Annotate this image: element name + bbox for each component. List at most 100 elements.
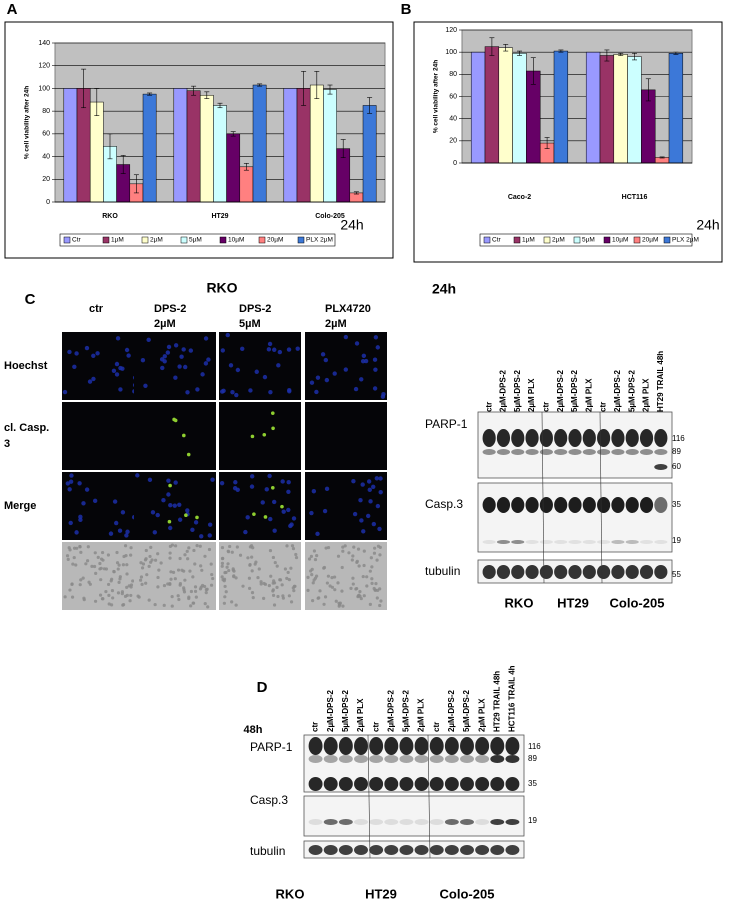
band [323, 737, 338, 755]
bar [512, 53, 527, 164]
nucleus [324, 486, 330, 492]
column-label: PLX4720 [325, 303, 371, 315]
cell-texture [88, 582, 92, 586]
cell-texture [231, 568, 235, 572]
bar [309, 84, 324, 203]
cell-texture [93, 551, 97, 555]
cell-texture [92, 564, 97, 569]
cell-texture [312, 549, 317, 553]
cell-texture [337, 604, 341, 608]
nucleus [272, 347, 277, 352]
cell-texture [250, 555, 254, 559]
y-tick-label: 40 [42, 153, 50, 160]
bar [627, 56, 642, 164]
cell-texture [272, 603, 277, 607]
apoptotic-signal [252, 512, 256, 516]
cell-texture [262, 596, 266, 600]
band [323, 755, 338, 763]
bar [613, 54, 628, 164]
cell-texture [110, 589, 115, 593]
nucleus [155, 512, 160, 518]
band [597, 429, 611, 447]
nucleus [372, 357, 378, 362]
row-label: Casp.3 [250, 793, 288, 807]
band [505, 755, 520, 763]
cell-texture [81, 576, 85, 580]
nucleus [365, 513, 371, 519]
cell-texture [373, 546, 377, 550]
cell-texture [205, 587, 209, 591]
blot-title: 24h [432, 281, 456, 297]
nucleus [324, 377, 330, 383]
bar [599, 55, 615, 164]
cell-texture [362, 594, 366, 598]
cell-texture [120, 592, 124, 596]
nucleus [95, 351, 100, 356]
lane-divider [367, 734, 371, 859]
cell-texture [182, 588, 186, 592]
nucleus [320, 352, 326, 357]
cell-texture [271, 581, 275, 585]
nucleus [183, 364, 188, 370]
cell-texture [323, 595, 328, 599]
cell-texture [248, 586, 252, 590]
cell-texture [191, 575, 195, 579]
column-label: DPS-2 [154, 303, 186, 315]
cell-texture [220, 564, 224, 568]
nucleus [120, 366, 125, 371]
cell-texture [168, 556, 172, 560]
bar [283, 88, 298, 203]
column-label: 5µM [239, 318, 261, 330]
apoptotic-signal [250, 434, 255, 439]
y-tick-label: 0 [453, 160, 457, 167]
legend-swatch [141, 236, 149, 244]
cell-texture [191, 601, 195, 605]
nucleus [268, 389, 273, 395]
cell-texture [232, 574, 236, 578]
row-label: Hoechst [4, 360, 48, 372]
band [525, 429, 539, 447]
nucleus [166, 478, 171, 483]
annotation: 24h [696, 217, 719, 233]
cell-texture [234, 576, 238, 580]
panel-label: A [7, 1, 18, 18]
cell-texture [326, 574, 330, 578]
cell-texture [144, 581, 148, 585]
cell-texture [351, 576, 355, 580]
nucleus [69, 473, 74, 478]
nucleus [166, 492, 171, 497]
cell-texture [333, 588, 337, 592]
cell-texture [74, 563, 78, 567]
nucleus [143, 383, 148, 388]
apoptotic-signal [271, 485, 275, 490]
nucleus [343, 334, 349, 340]
nucleus [68, 479, 74, 484]
band [354, 777, 368, 791]
lane-label: 2µM-DPS-2 [499, 370, 508, 413]
band [554, 540, 568, 544]
nucleus [359, 377, 364, 382]
cell-texture [129, 546, 133, 550]
nucleus [360, 482, 365, 487]
cell-texture [125, 563, 129, 567]
nucleus [108, 531, 114, 536]
cell-texture [227, 568, 231, 573]
nucleus [286, 489, 291, 494]
cell-texture [90, 564, 94, 568]
legend-label: 1µM [522, 237, 535, 244]
nucleus [254, 369, 259, 374]
nucleus [210, 477, 215, 482]
column-label: 2µM [325, 318, 347, 330]
cell-texture [104, 589, 108, 594]
lane-label: 2µM PLX [477, 698, 486, 732]
cell-texture [310, 572, 314, 577]
band [490, 777, 505, 791]
mw-marker: 35 [528, 779, 537, 788]
cell-texture [234, 603, 238, 607]
band [490, 737, 505, 755]
legend-swatch [219, 236, 227, 244]
cell-texture [315, 554, 319, 558]
y-tick-label: 60 [42, 131, 50, 138]
nucleus [286, 507, 291, 513]
nucleus [343, 367, 349, 372]
